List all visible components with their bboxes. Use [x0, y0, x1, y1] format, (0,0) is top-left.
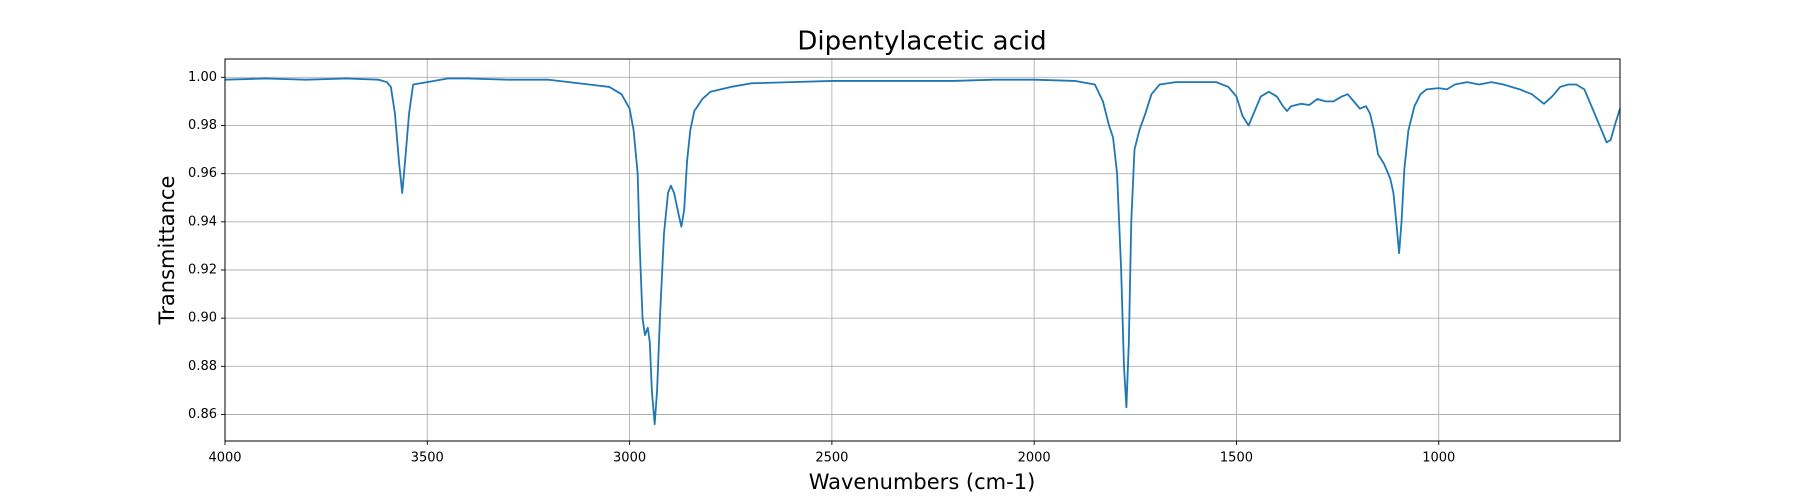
x-axis-label: Wavenumbers (cm-1) [809, 470, 1036, 494]
x-tick-label: 2500 [815, 451, 848, 466]
y-tick-label: 0.94 [188, 214, 217, 229]
chart-title: Dipentylacetic acid [797, 27, 1046, 57]
y-tick-label: 0.98 [188, 118, 217, 133]
y-tick-label: 0.92 [188, 262, 217, 277]
y-tick-label: 0.88 [188, 359, 217, 374]
y-tick-label: 0.96 [188, 166, 217, 181]
y-tick-label: 1.00 [188, 70, 217, 85]
spectrum-line [224, 77, 1621, 426]
x-tick-label: 2000 [1018, 451, 1051, 466]
y-axis-label: Transmittance [155, 176, 179, 326]
x-tick-label: 4000 [208, 451, 241, 466]
y-tick-label: 0.86 [188, 407, 217, 422]
y-tick-label: 0.90 [188, 311, 217, 326]
x-tick-label: 1000 [1422, 451, 1455, 466]
x-tick-label: 3500 [411, 451, 444, 466]
plot-frame [224, 58, 1621, 442]
x-tick-label: 3000 [613, 451, 646, 466]
x-tick-label: 1500 [1220, 451, 1253, 466]
